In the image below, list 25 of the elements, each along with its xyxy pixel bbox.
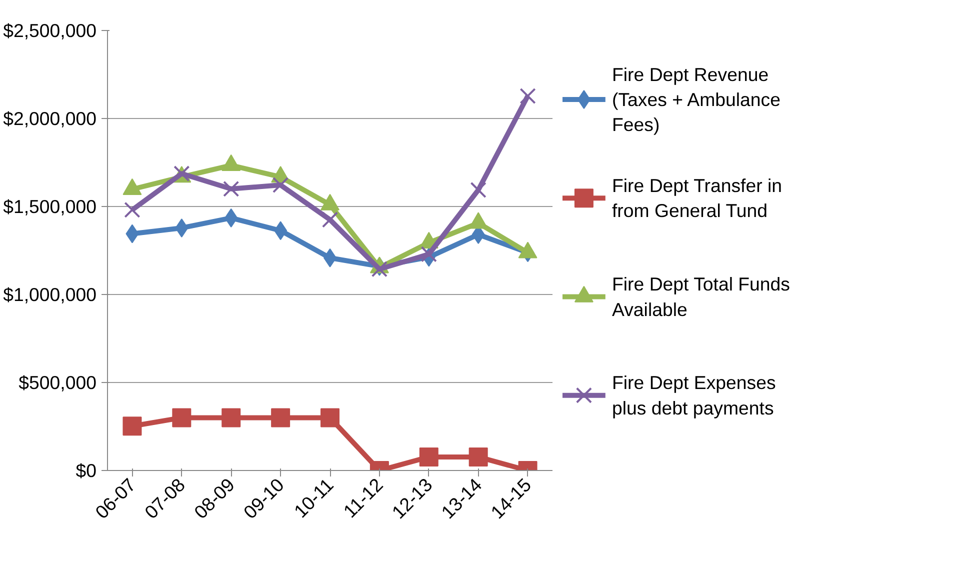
point xyxy=(172,408,192,428)
point xyxy=(222,408,241,428)
point xyxy=(320,408,340,428)
point xyxy=(470,182,486,198)
y-tick-label: $1,000,000 xyxy=(3,284,97,305)
legend-label: Fire Dept Expenses plus debt payments xyxy=(612,372,776,418)
point xyxy=(122,416,142,436)
point xyxy=(124,202,140,218)
y-tick-label: $1,500,000 xyxy=(3,196,97,217)
point xyxy=(371,261,388,278)
point xyxy=(322,212,338,228)
legend-label: Fire Dept Transfer in from General Tund xyxy=(612,175,782,222)
y-tick-label: $2,000,000 xyxy=(3,108,97,129)
point xyxy=(468,447,488,466)
legend-label: Fire Dept Total Funds Available xyxy=(612,274,790,320)
point xyxy=(272,176,289,194)
legend-label: Fire Dept Revenue (Taxes + Ambulance Fees) xyxy=(612,64,781,136)
point xyxy=(223,180,240,197)
point xyxy=(520,88,536,104)
point xyxy=(420,246,437,262)
y-tick-label: $0 xyxy=(76,460,97,481)
y-tick-label: $2,500,000 xyxy=(3,20,97,41)
y-tick-label: $500,000 xyxy=(18,372,97,393)
point xyxy=(271,408,290,428)
point xyxy=(419,447,438,466)
